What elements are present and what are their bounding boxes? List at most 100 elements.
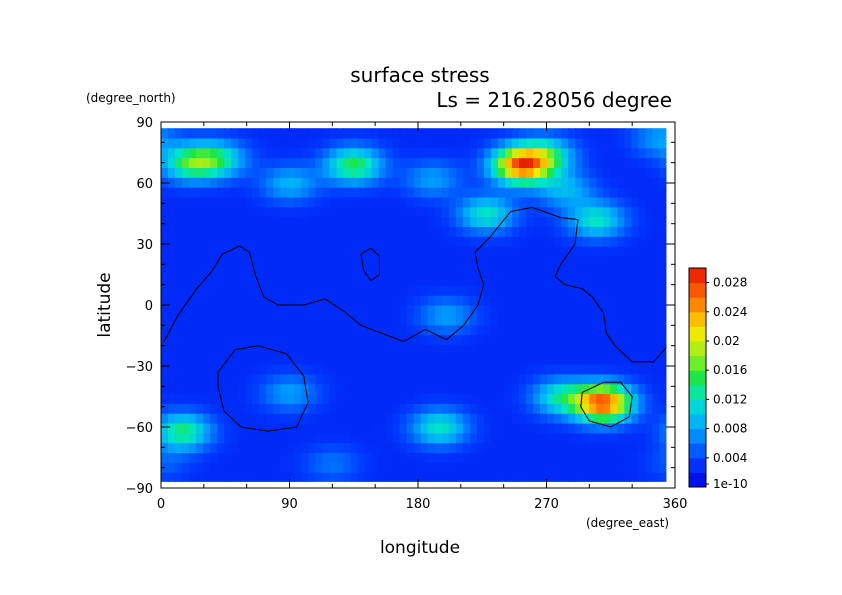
heatmap-cell: [385, 305, 394, 316]
heatmap-cell: [168, 403, 176, 414]
heatmap-cell: [217, 462, 225, 473]
heatmap-cell: [224, 167, 232, 178]
heatmap-cell: [231, 177, 239, 188]
heatmap-cell: [427, 373, 436, 385]
heatmap-cell: [511, 206, 520, 218]
heatmap-cell: [252, 403, 260, 414]
heatmap-cell: [378, 236, 387, 247]
heatmap-cell: [434, 177, 443, 188]
heatmap-cell: [399, 295, 408, 306]
heatmap-cell: [533, 295, 541, 306]
heatmap-cell: [182, 422, 190, 434]
heatmap-cell: [245, 432, 253, 444]
heatmap-cell: [217, 236, 225, 247]
heatmap-cell: [231, 403, 239, 414]
heatmap-cell: [589, 363, 597, 375]
heatmap-cell: [462, 246, 471, 257]
heatmap-cell: [476, 324, 485, 336]
heatmap-cell: [582, 265, 590, 277]
heatmap-cell: [357, 324, 366, 336]
heatmap-cell: [287, 275, 295, 286]
heatmap-cell: [434, 413, 443, 424]
heatmap-cell: [526, 403, 534, 414]
heatmap-cell: [617, 324, 625, 336]
heatmap-cell: [238, 246, 246, 257]
heatmap-cell: [582, 167, 590, 178]
colorbar-band: [689, 282, 706, 298]
heatmap-cell: [406, 324, 415, 336]
heatmap-cell: [659, 177, 667, 188]
heatmap-cell: [441, 285, 450, 296]
heatmap-cell: [659, 226, 667, 237]
heatmap-cell: [413, 314, 422, 326]
heatmap-cell: [210, 285, 218, 296]
heatmap-cell: [427, 196, 436, 208]
heatmap-cell: [434, 275, 443, 286]
heatmap-cell: [315, 383, 324, 395]
heatmap-cell: [217, 452, 225, 463]
heatmap-cell: [589, 383, 597, 395]
heatmap-cell: [589, 167, 597, 178]
heatmap-cell: [273, 344, 281, 355]
heatmap-cell: [371, 196, 380, 208]
heatmap-cell: [519, 167, 527, 178]
heatmap-cell: [462, 157, 471, 169]
heatmap-cell: [420, 403, 429, 414]
heatmap-cell: [547, 442, 555, 454]
heatmap-cell: [448, 403, 457, 414]
chart-subtitle: Ls = 216.28056 degree: [436, 88, 672, 112]
heatmap-cell: [504, 442, 513, 454]
heatmap-cell: [168, 422, 176, 434]
heatmap-cell: [448, 226, 457, 237]
heatmap-cell: [561, 413, 569, 424]
heatmap-cell: [329, 255, 338, 267]
heatmap-cell: [427, 206, 436, 218]
heatmap-cell: [659, 324, 667, 336]
heatmap-cell: [455, 383, 464, 395]
heatmap-cell: [561, 324, 569, 336]
heatmap-cell: [392, 422, 401, 434]
heatmap-cell: [161, 246, 169, 257]
heatmap-cell: [504, 275, 513, 286]
heatmap-cell: [280, 216, 288, 227]
heatmap-cell: [182, 157, 190, 169]
heatmap-cell: [561, 472, 569, 482]
heatmap-cell: [497, 246, 506, 257]
heatmap-cell: [315, 393, 324, 404]
heatmap-cell: [259, 236, 267, 247]
heatmap-cell: [511, 462, 520, 473]
heatmap-cell: [462, 265, 471, 277]
heatmap-cell: [259, 187, 267, 198]
heatmap-cell: [427, 147, 436, 159]
heatmap-cell: [350, 334, 359, 345]
heatmap-cell: [434, 305, 443, 316]
heatmap-cell: [554, 137, 562, 149]
heatmap-cell: [638, 196, 646, 208]
heatmap-cell: [610, 413, 618, 424]
heatmap-cell: [526, 472, 534, 482]
heatmap-cell: [589, 344, 597, 355]
heatmap-cell: [322, 354, 331, 365]
heatmap-cell: [519, 147, 527, 159]
heatmap-cell: [413, 187, 422, 198]
heatmap-cell: [252, 393, 260, 404]
heatmap-cell: [385, 393, 394, 404]
heatmap-cell: [385, 344, 394, 355]
heatmap-cell: [561, 383, 569, 395]
colorbar-band: [689, 414, 706, 430]
heatmap-cell: [378, 462, 387, 473]
heatmap-cell: [203, 324, 211, 336]
heatmap-cell: [371, 295, 380, 306]
heatmap-cell: [182, 216, 190, 227]
heatmap-cell: [336, 236, 345, 247]
heatmap-cell: [210, 334, 218, 345]
heatmap-cell: [476, 187, 485, 198]
heatmap-cell: [589, 196, 597, 208]
heatmap-cell: [231, 472, 239, 482]
heatmap-cell: [287, 157, 295, 169]
heatmap-cell: [420, 206, 429, 218]
heatmap-cell: [511, 383, 520, 395]
heatmap-cell: [610, 275, 618, 286]
heatmap-cell: [497, 187, 506, 198]
heatmap-cell: [357, 422, 366, 434]
